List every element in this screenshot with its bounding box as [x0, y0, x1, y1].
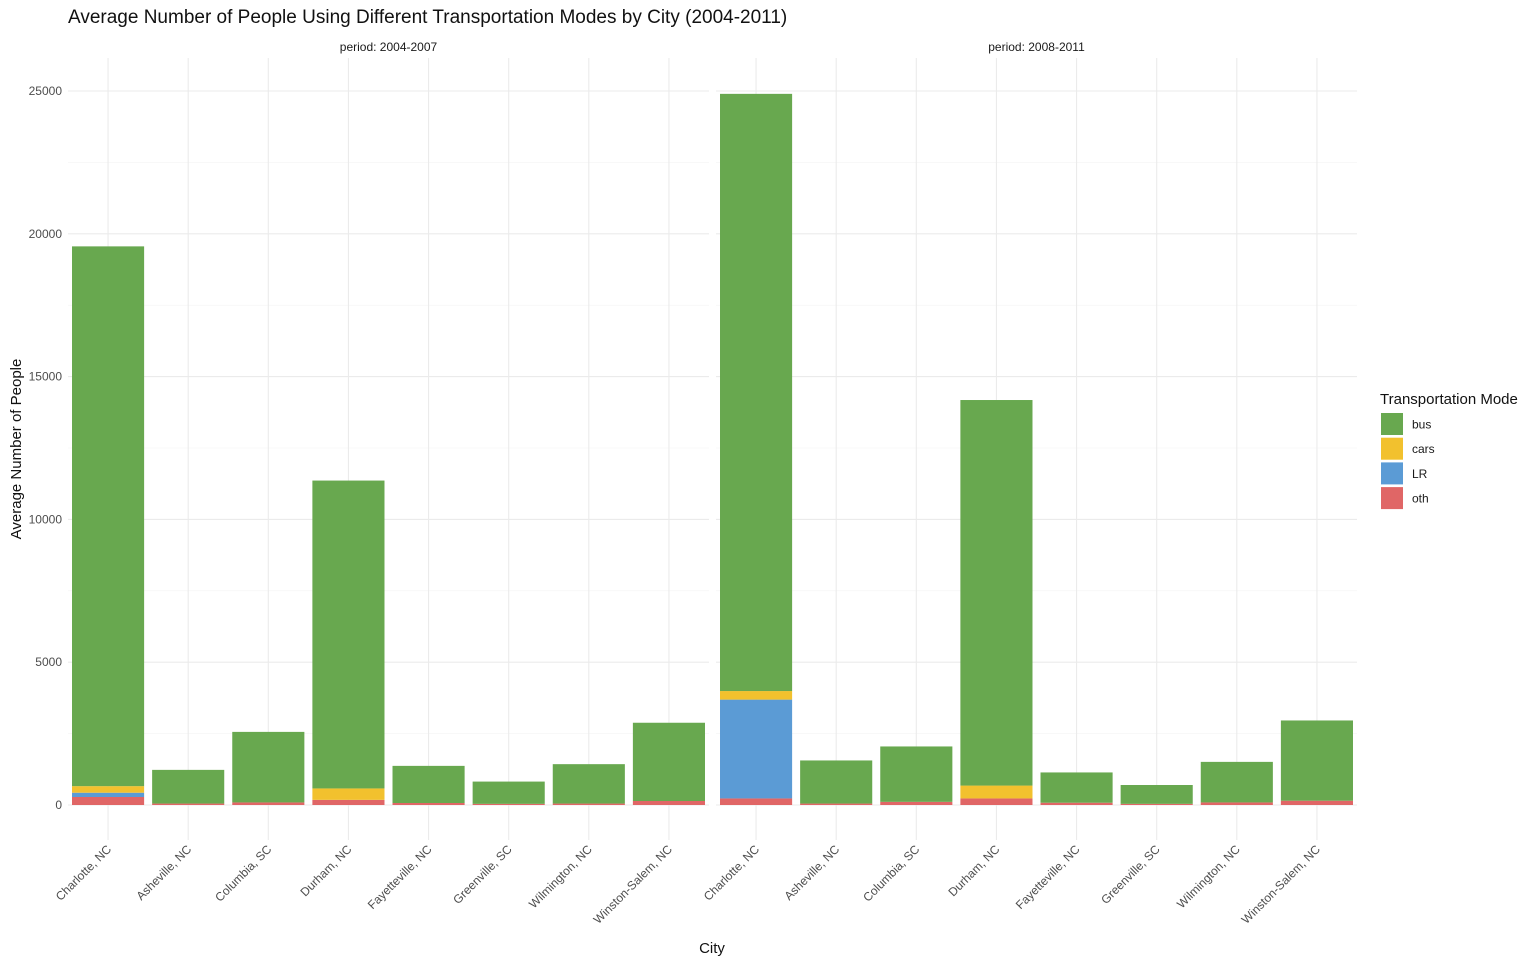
x-tick-label: Winston-Salem, NC: [591, 842, 676, 927]
legend-label: cars: [1412, 442, 1435, 456]
legend-swatch: [1381, 413, 1403, 435]
legend-swatch: [1381, 487, 1403, 510]
bar-segment-oth-greenville-sc: [1120, 803, 1193, 805]
x-tick-label: Durham, NC: [946, 842, 1003, 899]
y-axis-label: Average Number of People: [8, 359, 25, 540]
bar-segment-bus-wilmington-nc: [1200, 761, 1273, 803]
legend-item-cars: cars: [1381, 437, 1435, 460]
x-tick-label: Asheville, NC: [781, 842, 842, 903]
legend-label: bus: [1412, 418, 1431, 432]
x-tick-label: Durham, NC: [298, 842, 355, 899]
y-tick-label: 15000: [29, 370, 63, 384]
x-tick-label: Charlotte, NC: [53, 842, 115, 904]
y-tick-label: 5000: [35, 655, 62, 669]
bar-segment-cars-durham-nc: [312, 788, 385, 800]
bar-segment-lr-charlotte-nc: [720, 699, 793, 799]
bar-segment-oth-wilmington-nc: [552, 803, 625, 805]
chart-title: Average Number of People Using Different…: [68, 7, 787, 28]
bar-segment-bus-winston-salem-nc: [1280, 720, 1353, 801]
x-tick-label: Winston-Salem, NC: [1239, 842, 1324, 927]
legend-item-oth: oth: [1381, 487, 1429, 510]
bar-segment-cars-charlotte-nc: [720, 691, 793, 700]
bar-segment-bus-columbia-sc: [232, 731, 305, 803]
bar-segment-cars-charlotte-nc: [72, 786, 145, 793]
legend-items: bus cars LR oth: [1381, 413, 1435, 510]
facet-panel-2: period: 2008-2011 Charlotte, NC Asheville,…: [701, 40, 1357, 927]
x-tick-label: Greenville, SC: [1098, 842, 1163, 907]
facet-panel-1: period: 2004-2007 Charlotte, NC Asheville,…: [29, 40, 709, 927]
bar-segment-oth-asheville-nc: [152, 803, 225, 805]
bar-segment-oth-wilmington-nc: [1200, 802, 1273, 805]
bar-segment-oth-winston-salem-nc: [632, 801, 705, 805]
bar-segment-bus-asheville-nc: [152, 769, 225, 804]
bar-segment-bus-greenville-sc: [472, 781, 545, 804]
bar-segment-bus-columbia-sc: [880, 746, 953, 802]
bar-segment-bus-fayetteville-nc: [1040, 772, 1113, 803]
bar-segment-cars-durham-nc: [960, 785, 1033, 799]
bar-segment-bus-charlotte-nc: [720, 93, 793, 692]
x-tick-label: Wilmington, NC: [1174, 842, 1243, 911]
x-axis-label: City: [699, 940, 725, 957]
legend-label: oth: [1412, 492, 1429, 506]
bar-segment-bus-fayetteville-nc: [392, 765, 465, 804]
x-tick-label: Columbia, SC: [860, 842, 922, 904]
legend-swatch: [1381, 462, 1403, 485]
bar-segment-oth-durham-nc: [312, 799, 385, 805]
facet-panels: period: 2004-2007 Charlotte, NC Asheville,…: [29, 40, 1357, 927]
y-tick-label: 10000: [29, 512, 63, 526]
bar-segment-oth-durham-nc: [960, 798, 1033, 805]
bar-segment-oth-winston-salem-nc: [1280, 800, 1353, 805]
x-tick-label: Columbia, SC: [212, 842, 274, 904]
bar-segment-bus-asheville-nc: [800, 760, 873, 804]
legend: Transportation Mode bus cars LR oth: [1380, 391, 1518, 510]
legend-item-bus: bus: [1381, 413, 1431, 435]
bar-segment-bus-wilmington-nc: [552, 764, 625, 804]
bar-segment-oth-charlotte-nc: [720, 798, 793, 805]
legend-swatch: [1381, 437, 1403, 460]
x-tick-label: Asheville, NC: [133, 842, 194, 903]
bar-segment-lr-charlotte-nc: [72, 792, 145, 798]
bar-segment-oth-columbia-sc: [232, 802, 305, 805]
bar-segment-oth-charlotte-nc: [72, 797, 145, 805]
x-tick-label: Greenville, SC: [450, 842, 515, 907]
bar-segment-bus-durham-nc: [960, 400, 1033, 786]
facet-strip-label: period: 2008-2011: [988, 40, 1085, 54]
bar-segment-bus-durham-nc: [312, 480, 385, 789]
bar-segment-bus-winston-salem-nc: [632, 722, 705, 802]
legend-label: LR: [1412, 467, 1428, 481]
y-tick-label: 0: [55, 798, 62, 812]
bar-segment-oth-greenville-sc: [472, 803, 545, 805]
y-tick-label: 25000: [29, 84, 63, 98]
x-tick-label: Charlotte, NC: [701, 842, 763, 904]
bar-segment-oth-fayetteville-nc: [392, 803, 465, 805]
legend-title: Transportation Mode: [1380, 391, 1518, 408]
x-tick-label: Fayetteville, NC: [1013, 842, 1083, 912]
bar-segment-oth-fayetteville-nc: [1040, 802, 1113, 805]
y-tick-label: 20000: [29, 227, 63, 241]
x-tick-label: Fayetteville, NC: [365, 842, 435, 912]
facet-strip-label: period: 2004-2007: [340, 40, 438, 54]
bar-segment-bus-charlotte-nc: [72, 246, 145, 787]
x-tick-label: Wilmington, NC: [526, 842, 595, 911]
legend-item-lr: LR: [1381, 462, 1428, 485]
bar-segment-oth-asheville-nc: [800, 803, 873, 805]
bar-segment-bus-greenville-sc: [1120, 785, 1193, 804]
bar-segment-oth-columbia-sc: [880, 801, 953, 805]
